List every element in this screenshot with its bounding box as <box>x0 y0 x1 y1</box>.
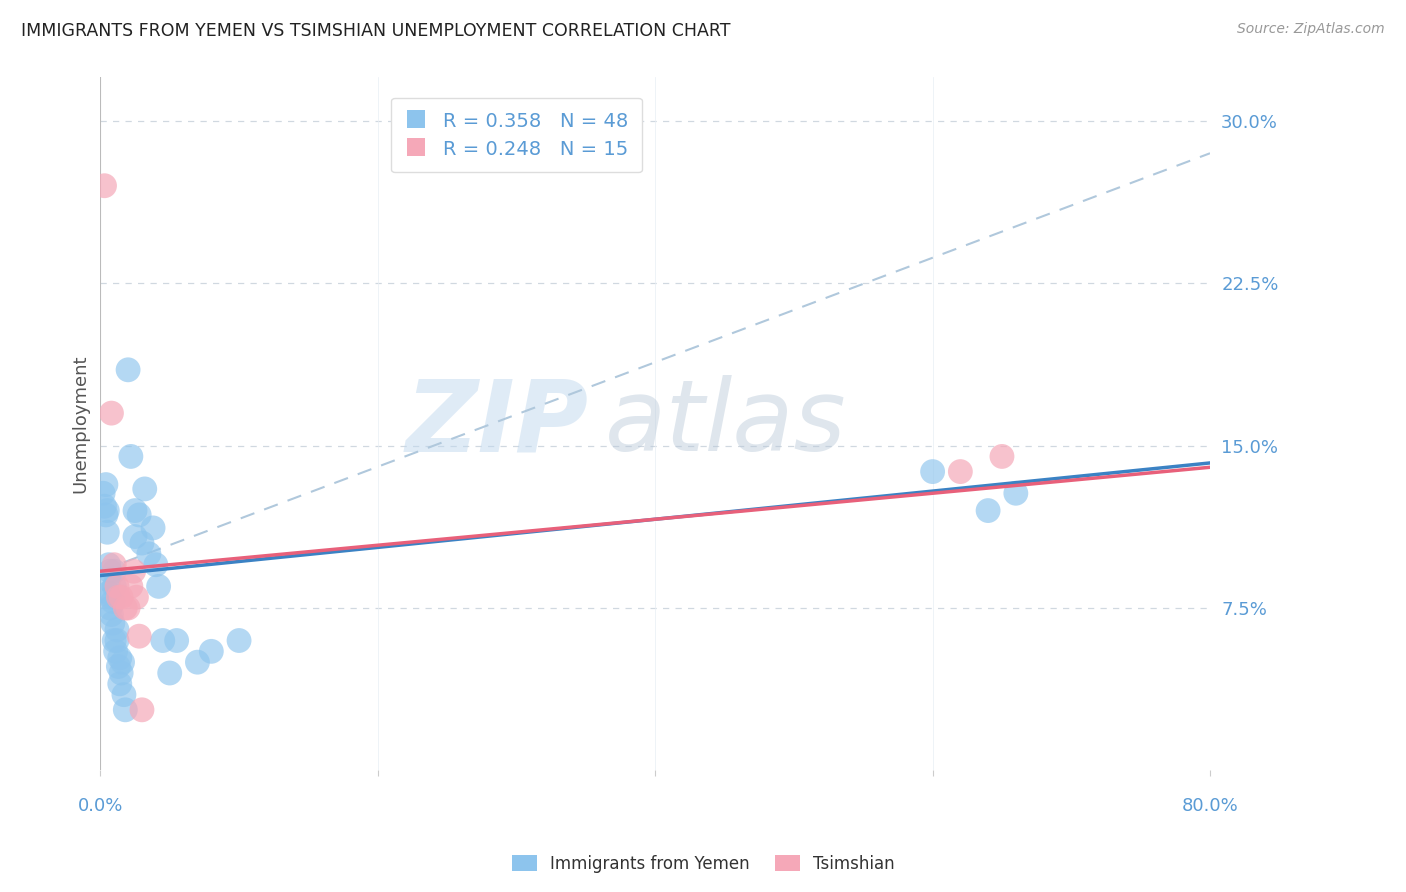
Point <box>103 558 125 572</box>
Point <box>97 586 120 600</box>
Point <box>117 363 139 377</box>
Point <box>148 579 170 593</box>
Legend: R = 0.358   N = 48, R = 0.248   N = 15: R = 0.358 N = 48, R = 0.248 N = 15 <box>391 97 643 172</box>
Text: 80.0%: 80.0% <box>1181 797 1239 814</box>
Point <box>117 601 139 615</box>
Point <box>100 591 122 605</box>
Point <box>124 503 146 517</box>
Text: 0.0%: 0.0% <box>77 797 124 814</box>
Legend: Immigrants from Yemen, Tsimshian: Immigrants from Yemen, Tsimshian <box>505 848 901 880</box>
Point <box>94 477 117 491</box>
Point <box>128 508 150 522</box>
Point <box>134 482 156 496</box>
Point <box>98 601 121 615</box>
Point <box>120 450 142 464</box>
Point <box>94 508 117 522</box>
Point <box>166 633 188 648</box>
Point <box>186 655 208 669</box>
Point <box>977 503 1000 517</box>
Point <box>96 525 118 540</box>
Point <box>100 406 122 420</box>
Point <box>93 178 115 193</box>
Point <box>159 665 181 680</box>
Point <box>110 665 132 680</box>
Point <box>101 594 124 608</box>
Point <box>91 486 114 500</box>
Point <box>105 579 128 593</box>
Point <box>122 564 145 578</box>
Point <box>105 623 128 637</box>
Point <box>200 644 222 658</box>
Point <box>138 547 160 561</box>
Point <box>108 650 131 665</box>
Text: atlas: atlas <box>605 376 846 473</box>
Point <box>103 564 125 578</box>
Point <box>93 500 115 514</box>
Text: Source: ZipAtlas.com: Source: ZipAtlas.com <box>1237 22 1385 37</box>
Point <box>921 465 943 479</box>
Point <box>114 601 136 615</box>
Point <box>101 616 124 631</box>
Point <box>131 536 153 550</box>
Point <box>228 633 250 648</box>
Point <box>105 633 128 648</box>
Point <box>97 573 120 587</box>
Point <box>98 564 121 578</box>
Point <box>97 558 120 572</box>
Point <box>104 644 127 658</box>
Point <box>100 607 122 622</box>
Point <box>110 591 132 605</box>
Point <box>112 688 135 702</box>
Point <box>114 703 136 717</box>
Point <box>107 591 129 605</box>
Point <box>96 503 118 517</box>
Point <box>125 591 148 605</box>
Point <box>103 579 125 593</box>
Point <box>107 659 129 673</box>
Point <box>131 703 153 717</box>
Point <box>991 450 1014 464</box>
Point <box>1005 486 1028 500</box>
Text: ZIP: ZIP <box>405 376 589 473</box>
Point <box>949 465 972 479</box>
Point <box>111 655 134 669</box>
Point <box>124 530 146 544</box>
Point <box>120 579 142 593</box>
Y-axis label: Unemployment: Unemployment <box>72 355 89 493</box>
Point <box>145 558 167 572</box>
Point <box>142 521 165 535</box>
Point <box>128 629 150 643</box>
Point <box>152 633 174 648</box>
Point <box>108 677 131 691</box>
Text: IMMIGRANTS FROM YEMEN VS TSIMSHIAN UNEMPLOYMENT CORRELATION CHART: IMMIGRANTS FROM YEMEN VS TSIMSHIAN UNEMP… <box>21 22 731 40</box>
Point <box>103 633 125 648</box>
